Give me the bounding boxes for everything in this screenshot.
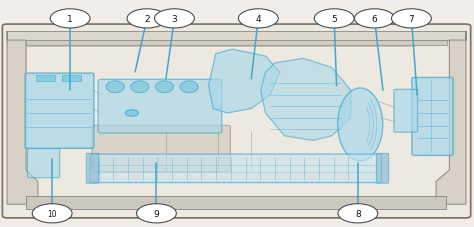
- Text: 8: 8: [355, 209, 361, 218]
- Polygon shape: [261, 59, 351, 141]
- Ellipse shape: [337, 89, 383, 161]
- Ellipse shape: [125, 110, 138, 117]
- Bar: [26, 40, 447, 45]
- Text: 4: 4: [255, 15, 261, 24]
- FancyBboxPatch shape: [25, 74, 94, 149]
- Ellipse shape: [131, 81, 149, 93]
- FancyBboxPatch shape: [376, 154, 389, 183]
- Circle shape: [127, 10, 167, 29]
- Circle shape: [355, 10, 394, 29]
- Polygon shape: [7, 32, 38, 204]
- Text: 7: 7: [409, 15, 414, 24]
- FancyBboxPatch shape: [27, 149, 60, 178]
- FancyBboxPatch shape: [90, 154, 382, 183]
- Ellipse shape: [155, 81, 173, 93]
- Polygon shape: [209, 50, 280, 114]
- Circle shape: [338, 204, 378, 223]
- FancyBboxPatch shape: [98, 80, 222, 133]
- Text: 5: 5: [331, 15, 337, 24]
- Bar: [26, 196, 446, 209]
- Circle shape: [155, 10, 194, 29]
- Circle shape: [137, 204, 176, 223]
- Ellipse shape: [180, 81, 198, 93]
- FancyBboxPatch shape: [2, 25, 471, 218]
- FancyBboxPatch shape: [92, 126, 230, 172]
- Circle shape: [314, 10, 354, 29]
- Polygon shape: [436, 32, 466, 204]
- Text: 10: 10: [47, 209, 57, 218]
- Text: 1: 1: [67, 15, 73, 24]
- Bar: [7, 32, 466, 41]
- Circle shape: [392, 10, 431, 29]
- Circle shape: [238, 10, 278, 29]
- Ellipse shape: [106, 81, 124, 93]
- Bar: [62, 75, 81, 82]
- Circle shape: [32, 204, 72, 223]
- Text: 9: 9: [154, 209, 159, 218]
- FancyBboxPatch shape: [86, 154, 99, 183]
- FancyBboxPatch shape: [412, 78, 453, 156]
- Bar: [36, 75, 55, 82]
- Text: 3: 3: [172, 15, 177, 24]
- Text: 2: 2: [144, 15, 150, 24]
- Circle shape: [50, 10, 90, 29]
- FancyBboxPatch shape: [394, 90, 418, 133]
- Text: 6: 6: [372, 15, 377, 24]
